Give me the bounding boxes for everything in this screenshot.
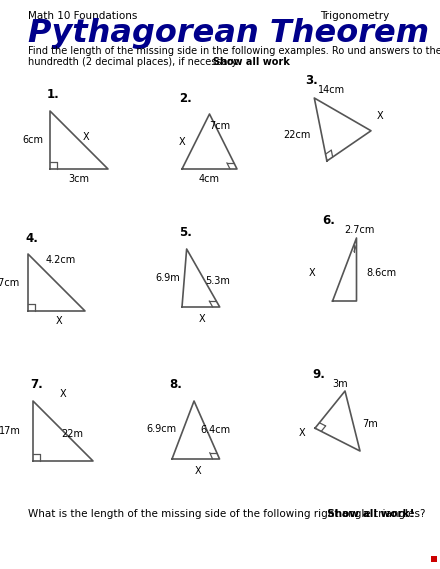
- Text: X: X: [83, 132, 89, 142]
- Text: 1.: 1.: [47, 88, 60, 101]
- Text: hundredth (2 decimal places), if necessary.: hundredth (2 decimal places), if necessa…: [28, 57, 239, 67]
- Text: 2.: 2.: [179, 92, 192, 105]
- Text: 14cm: 14cm: [319, 85, 345, 96]
- Text: Trigonometry: Trigonometry: [320, 11, 389, 21]
- Text: 3.: 3.: [305, 74, 318, 87]
- Text: 9.: 9.: [312, 368, 325, 381]
- Text: 8.: 8.: [169, 378, 182, 391]
- Text: 5.: 5.: [179, 226, 192, 239]
- Text: 3m: 3m: [332, 379, 348, 389]
- Text: 6cm: 6cm: [22, 135, 43, 145]
- Text: 4.2cm: 4.2cm: [46, 255, 76, 265]
- Text: 4cm: 4cm: [199, 174, 220, 184]
- Text: 5.3m: 5.3m: [205, 276, 231, 286]
- Text: Math 10 Foundations: Math 10 Foundations: [28, 11, 137, 21]
- Text: 6.9cm: 6.9cm: [147, 424, 176, 434]
- Text: 22m: 22m: [61, 429, 83, 439]
- Text: What is the length of the missing side of the following right angle triangles?: What is the length of the missing side o…: [28, 509, 425, 519]
- Text: 3.7cm: 3.7cm: [0, 278, 19, 287]
- Text: X: X: [195, 465, 202, 476]
- Text: Pythagorean Theorem: Pythagorean Theorem: [28, 18, 429, 48]
- Text: 7m: 7m: [362, 419, 378, 429]
- Text: 2.7cm: 2.7cm: [345, 225, 375, 236]
- Text: 6.9m: 6.9m: [155, 273, 180, 283]
- Text: 8.6cm: 8.6cm: [367, 267, 397, 278]
- Text: 4.: 4.: [25, 232, 38, 245]
- Text: X: X: [179, 137, 185, 146]
- Text: 6.4cm: 6.4cm: [201, 425, 231, 435]
- Text: X: X: [377, 110, 384, 121]
- Text: X: X: [56, 316, 62, 326]
- Text: 17m: 17m: [0, 426, 21, 436]
- Text: 7.: 7.: [30, 378, 43, 391]
- Text: Find the length of the missing side in the following examples. Ro und answers to: Find the length of the missing side in t…: [28, 46, 440, 56]
- Text: 22cm: 22cm: [283, 130, 310, 139]
- Text: X: X: [298, 428, 305, 438]
- Text: X: X: [199, 314, 205, 324]
- Text: Show all work: Show all work: [206, 57, 290, 67]
- Text: Show all work!: Show all work!: [320, 509, 414, 519]
- Text: X: X: [60, 389, 66, 399]
- Text: 3cm: 3cm: [69, 175, 89, 184]
- Text: X: X: [309, 267, 316, 278]
- Text: 7cm: 7cm: [209, 121, 230, 131]
- Text: 6.: 6.: [322, 214, 335, 227]
